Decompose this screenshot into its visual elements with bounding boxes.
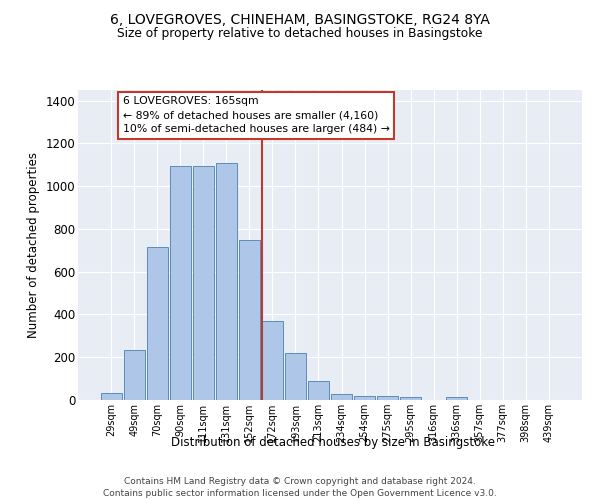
Bar: [124, 350, 145, 400]
Bar: [285, 353, 306, 400]
Bar: [331, 394, 352, 400]
Bar: [239, 240, 260, 400]
Text: Distribution of detached houses by size in Basingstoke: Distribution of detached houses by size …: [171, 436, 495, 449]
Text: Size of property relative to detached houses in Basingstoke: Size of property relative to detached ho…: [117, 28, 483, 40]
Bar: [216, 162, 237, 400]
Bar: [101, 392, 122, 400]
Bar: [377, 396, 398, 400]
Text: Contains HM Land Registry data © Crown copyright and database right 2024.
Contai: Contains HM Land Registry data © Crown c…: [103, 476, 497, 498]
Bar: [193, 166, 214, 400]
Text: 6, LOVEGROVES, CHINEHAM, BASINGSTOKE, RG24 8YA: 6, LOVEGROVES, CHINEHAM, BASINGSTOKE, RG…: [110, 12, 490, 26]
Bar: [400, 398, 421, 400]
Bar: [170, 166, 191, 400]
Bar: [262, 321, 283, 400]
Bar: [446, 398, 467, 400]
Bar: [308, 381, 329, 400]
Bar: [147, 247, 167, 400]
Y-axis label: Number of detached properties: Number of detached properties: [27, 152, 40, 338]
Bar: [354, 396, 375, 400]
Text: 6 LOVEGROVES: 165sqm
← 89% of detached houses are smaller (4,160)
10% of semi-de: 6 LOVEGROVES: 165sqm ← 89% of detached h…: [123, 96, 389, 134]
